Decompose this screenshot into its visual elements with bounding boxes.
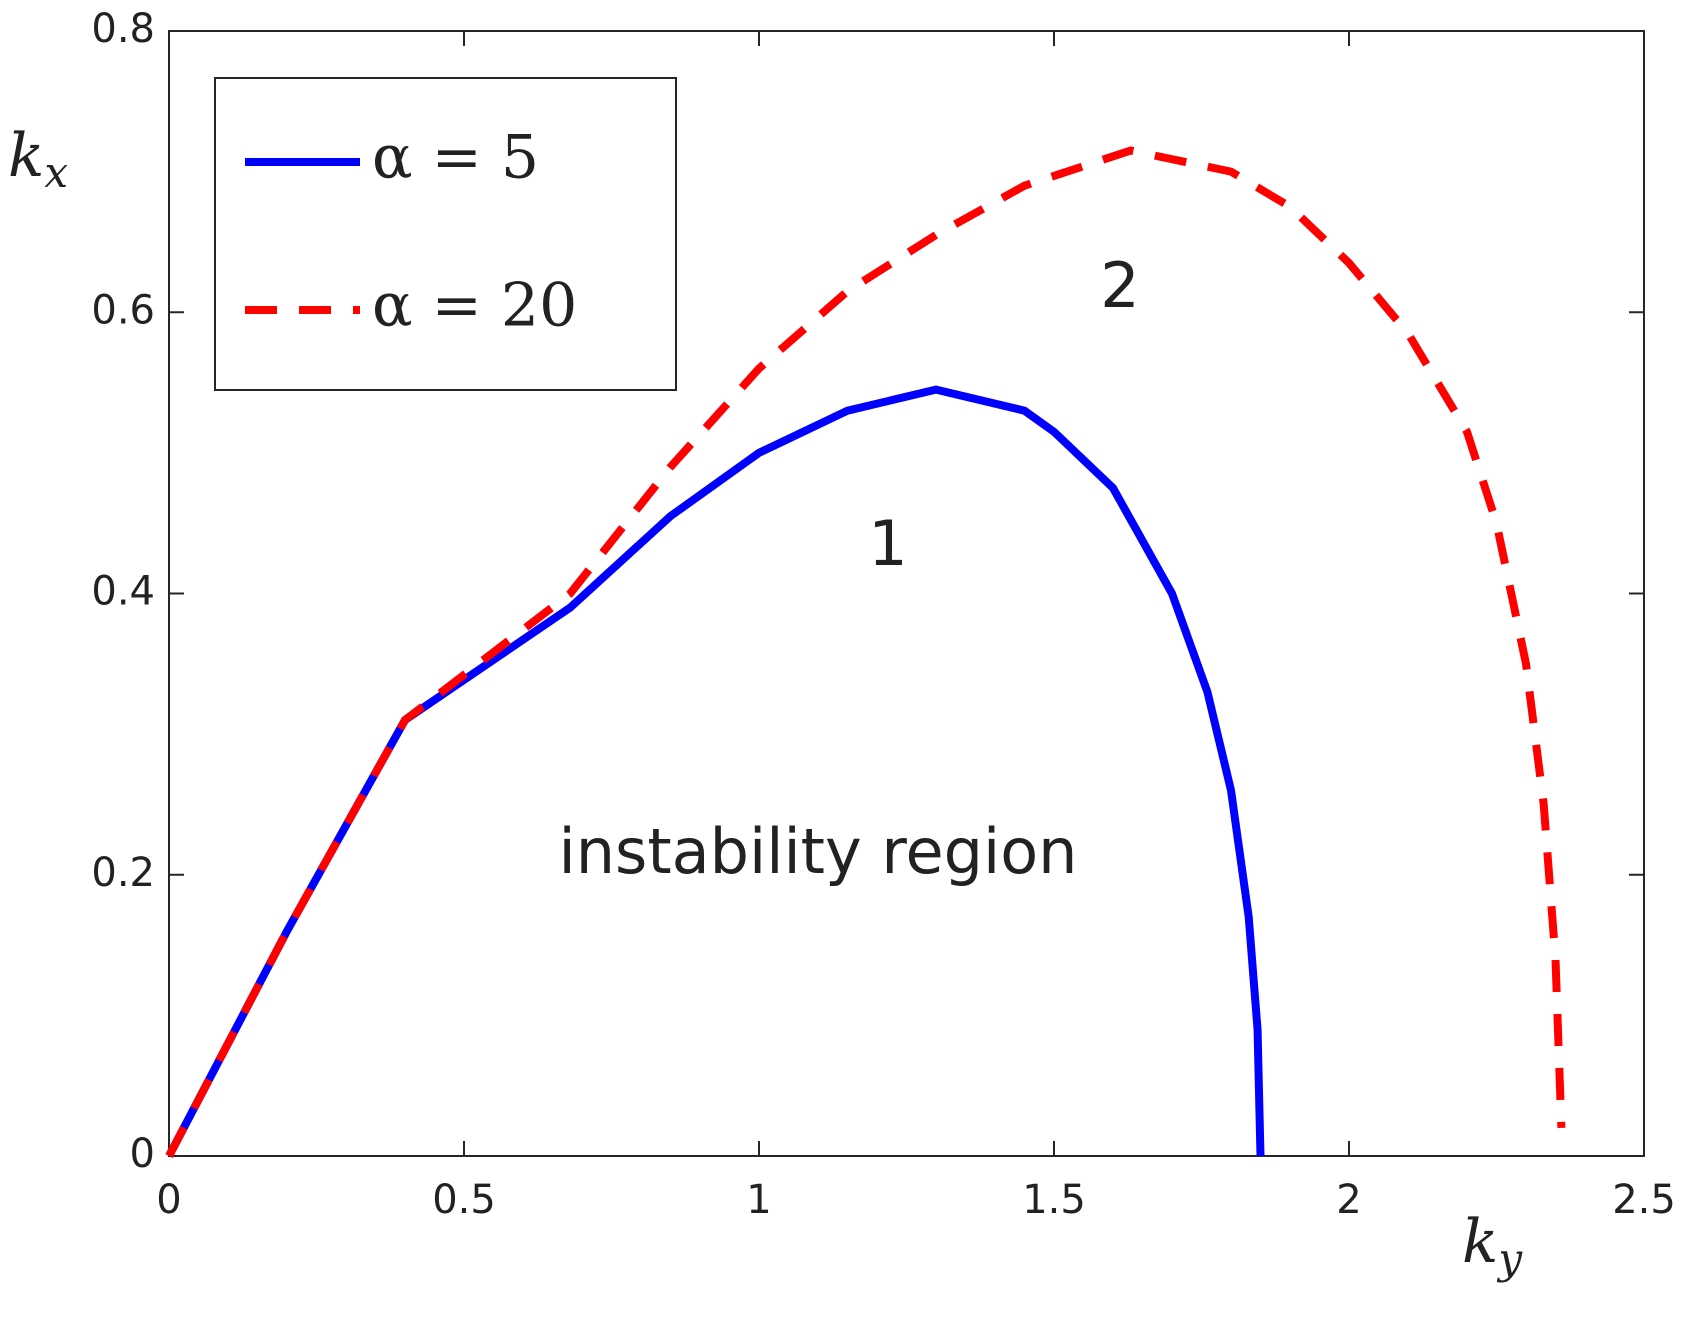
x-axis-label: ky (1462, 1207, 1523, 1283)
x-tick-label: 1.5 (1022, 1177, 1086, 1223)
data-line (165, 146, 1566, 1158)
y-axis-label-base: k (8, 121, 44, 191)
y-axis-label-subscript: x (44, 148, 68, 197)
data-line (165, 385, 1265, 1158)
x-tick-label: 0 (156, 1177, 181, 1223)
annotation: 1 (868, 507, 907, 580)
x-axis-label-base: k (1462, 1207, 1498, 1277)
x-tick-label: 2 (1336, 1177, 1361, 1223)
x-tick-label: 2.5 (1612, 1177, 1676, 1223)
y-tick-label: 0.2 (91, 850, 155, 896)
legend-label: α = 20 (372, 271, 577, 341)
legend-box (214, 77, 677, 391)
y-axis-label: kx (8, 121, 68, 197)
x-axis-label-subscript: y (1496, 1234, 1523, 1283)
y-tick-label: 0.4 (91, 569, 155, 615)
x-tick-label: 1 (746, 1177, 771, 1223)
annotation: instability region (559, 815, 1078, 888)
annotation: 2 (1100, 249, 1139, 322)
y-tick-label: 0 (130, 1131, 155, 1177)
y-tick-label: 0.8 (91, 6, 155, 52)
y-tick-label: 0.6 (91, 287, 155, 333)
x-tick-label: 0.5 (432, 1177, 496, 1223)
legend-label: α = 5 (372, 123, 539, 193)
legend: α = 5 α = 20 (214, 77, 677, 391)
